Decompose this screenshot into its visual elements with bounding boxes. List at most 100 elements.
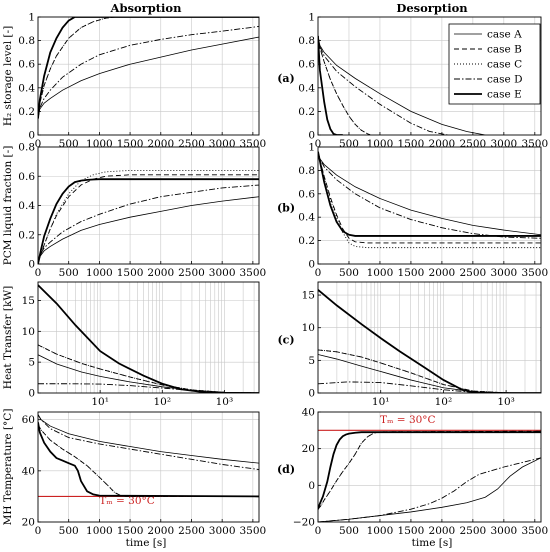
y-tick-label: 0.6: [18, 59, 35, 71]
series-case-d: [318, 151, 541, 239]
series-case-b: [318, 430, 541, 510]
x-tick-label: 1000: [86, 525, 113, 537]
series-case-b: [38, 174, 259, 264]
x-tick-label: 3500: [239, 525, 266, 537]
legend-label: case E: [487, 89, 522, 101]
x-tick-label: 1500: [117, 267, 144, 279]
series-case-a: [38, 196, 259, 264]
y-tick-label: 0.2: [298, 106, 315, 118]
y-tick-label: 0.4: [18, 200, 35, 212]
y-tick-label: 15: [302, 290, 315, 302]
y-tick-label: 40: [302, 407, 315, 419]
y-tick-label: 20: [302, 443, 315, 455]
series-group: [38, 414, 259, 498]
y-tick-label: 0.4: [298, 212, 315, 224]
x-tick-label: 2500: [459, 267, 486, 279]
y-tick-label: 60: [22, 414, 35, 426]
legend-label: case A: [487, 29, 522, 41]
x-tick-label: 3000: [209, 267, 236, 279]
series-case-d: [318, 35, 449, 135]
y-tick-label: 0: [28, 130, 35, 142]
x-tick-label: 500: [339, 525, 359, 537]
axes-frame: [37, 16, 260, 136]
series-case-a: [318, 35, 486, 135]
x-tick-label: 2500: [178, 267, 205, 279]
x-tick-label: 2000: [429, 267, 456, 279]
axes-frame: [37, 411, 260, 523]
x-tick-label: 1500: [398, 525, 425, 537]
y-tick-label: 0: [308, 480, 315, 492]
x-tick-label: 3000: [209, 525, 236, 537]
y-tick-label: 1: [308, 12, 315, 24]
y-tick-label: 20: [22, 517, 35, 529]
x-tick-label: 0: [315, 267, 322, 279]
y-tick-label: 10: [22, 326, 35, 338]
y-tick-label: 1: [28, 12, 35, 24]
x-tick-label: 0: [35, 525, 42, 537]
series-case-b: [318, 35, 371, 135]
x-tick-label: 1500: [398, 267, 425, 279]
y-tick-label: 5: [308, 355, 315, 367]
x-tick-label: 2500: [178, 525, 205, 537]
plot-abs-d: Tₘ = 30°C 0 500 1000 1500 2000 2500 3000 3500 20 4…: [2, 409, 266, 537]
series-case-d: [38, 25, 259, 119]
row-label: (b): [277, 202, 295, 215]
y-tick-label: 40: [22, 465, 35, 477]
series-group: [38, 169, 259, 264]
series-case-a: [38, 414, 259, 464]
y-tick-label: 0.2: [298, 235, 315, 247]
series-group: [38, 17, 259, 119]
series-case-a: [318, 151, 541, 236]
y-tick-label: 0.8: [18, 35, 35, 47]
series-group: [318, 151, 541, 249]
y-tick-label: 1: [308, 142, 315, 154]
series-case-c: [318, 151, 541, 249]
series-case-e: [38, 178, 259, 264]
y-tick-label: 0.2: [18, 106, 35, 118]
plot-des-c: 10¹ 10² 10³ 0 5 10 15 (c): [277, 281, 542, 408]
title-desorption: Desorption: [396, 1, 468, 15]
series-case-c: [38, 17, 115, 119]
x-axis-label-left: time [s]: [126, 537, 167, 549]
plot-des-d: Tₘ = 30°C 0 500 1000 1500 2000 2500 3000 3500 −20…: [277, 407, 548, 538]
legend-label: case D: [487, 74, 523, 86]
series-case-c: [318, 35, 371, 135]
y-tick-label: 0.8: [298, 165, 315, 177]
x-tick-label: 10¹: [372, 396, 390, 408]
axes-frame: [317, 16, 542, 136]
x-axis-label-right: time [s]: [412, 537, 453, 549]
x-tick-label: 3500: [239, 267, 266, 279]
x-tick-label: 1500: [117, 525, 144, 537]
x-tick-label: 2500: [459, 525, 486, 537]
row-label: (c): [277, 334, 294, 347]
x-tick-label: 3000: [490, 267, 517, 279]
title-absorption: Absorption: [110, 1, 183, 15]
y-tick-label: 0: [308, 130, 315, 142]
axes-frame: [37, 281, 260, 394]
row-label: (a): [277, 72, 295, 85]
x-tick-label: 10³: [497, 396, 515, 408]
series-case-c: [38, 169, 259, 264]
x-tick-label: 1000: [367, 525, 394, 537]
x-tick-label: 1000: [367, 267, 394, 279]
plot-abs-b: 0 500 1000 1500 2000 2500 3000 3500 0 0.2 0.4 0.6 0.…: [2, 142, 266, 280]
series-case-c: [318, 430, 541, 510]
legend-label: case B: [487, 44, 522, 56]
series-case-e: [318, 431, 541, 510]
y-tick-label: 0.2: [18, 229, 35, 241]
y-tick-label: 10: [302, 322, 315, 334]
x-tick-label: 10²: [153, 396, 171, 408]
x-tick-label: 500: [339, 267, 359, 279]
y-tick-label: 0: [308, 388, 315, 400]
y-tick-label: 0.6: [298, 188, 315, 200]
x-tick-label: 10²: [435, 396, 453, 408]
y-tick-label: 0: [28, 388, 35, 400]
series-case-b: [38, 344, 259, 393]
series-case-a: [38, 36, 259, 119]
x-tick-label: 3000: [490, 525, 517, 537]
series-group: [318, 430, 541, 522]
y-axis-label: Heat Transfer [kW]: [2, 286, 14, 389]
plot-abs-c: 10¹ 10² 10³ 0 5 10 15 Heat Transfer [kW]: [2, 281, 260, 408]
series-case-d: [318, 381, 541, 393]
